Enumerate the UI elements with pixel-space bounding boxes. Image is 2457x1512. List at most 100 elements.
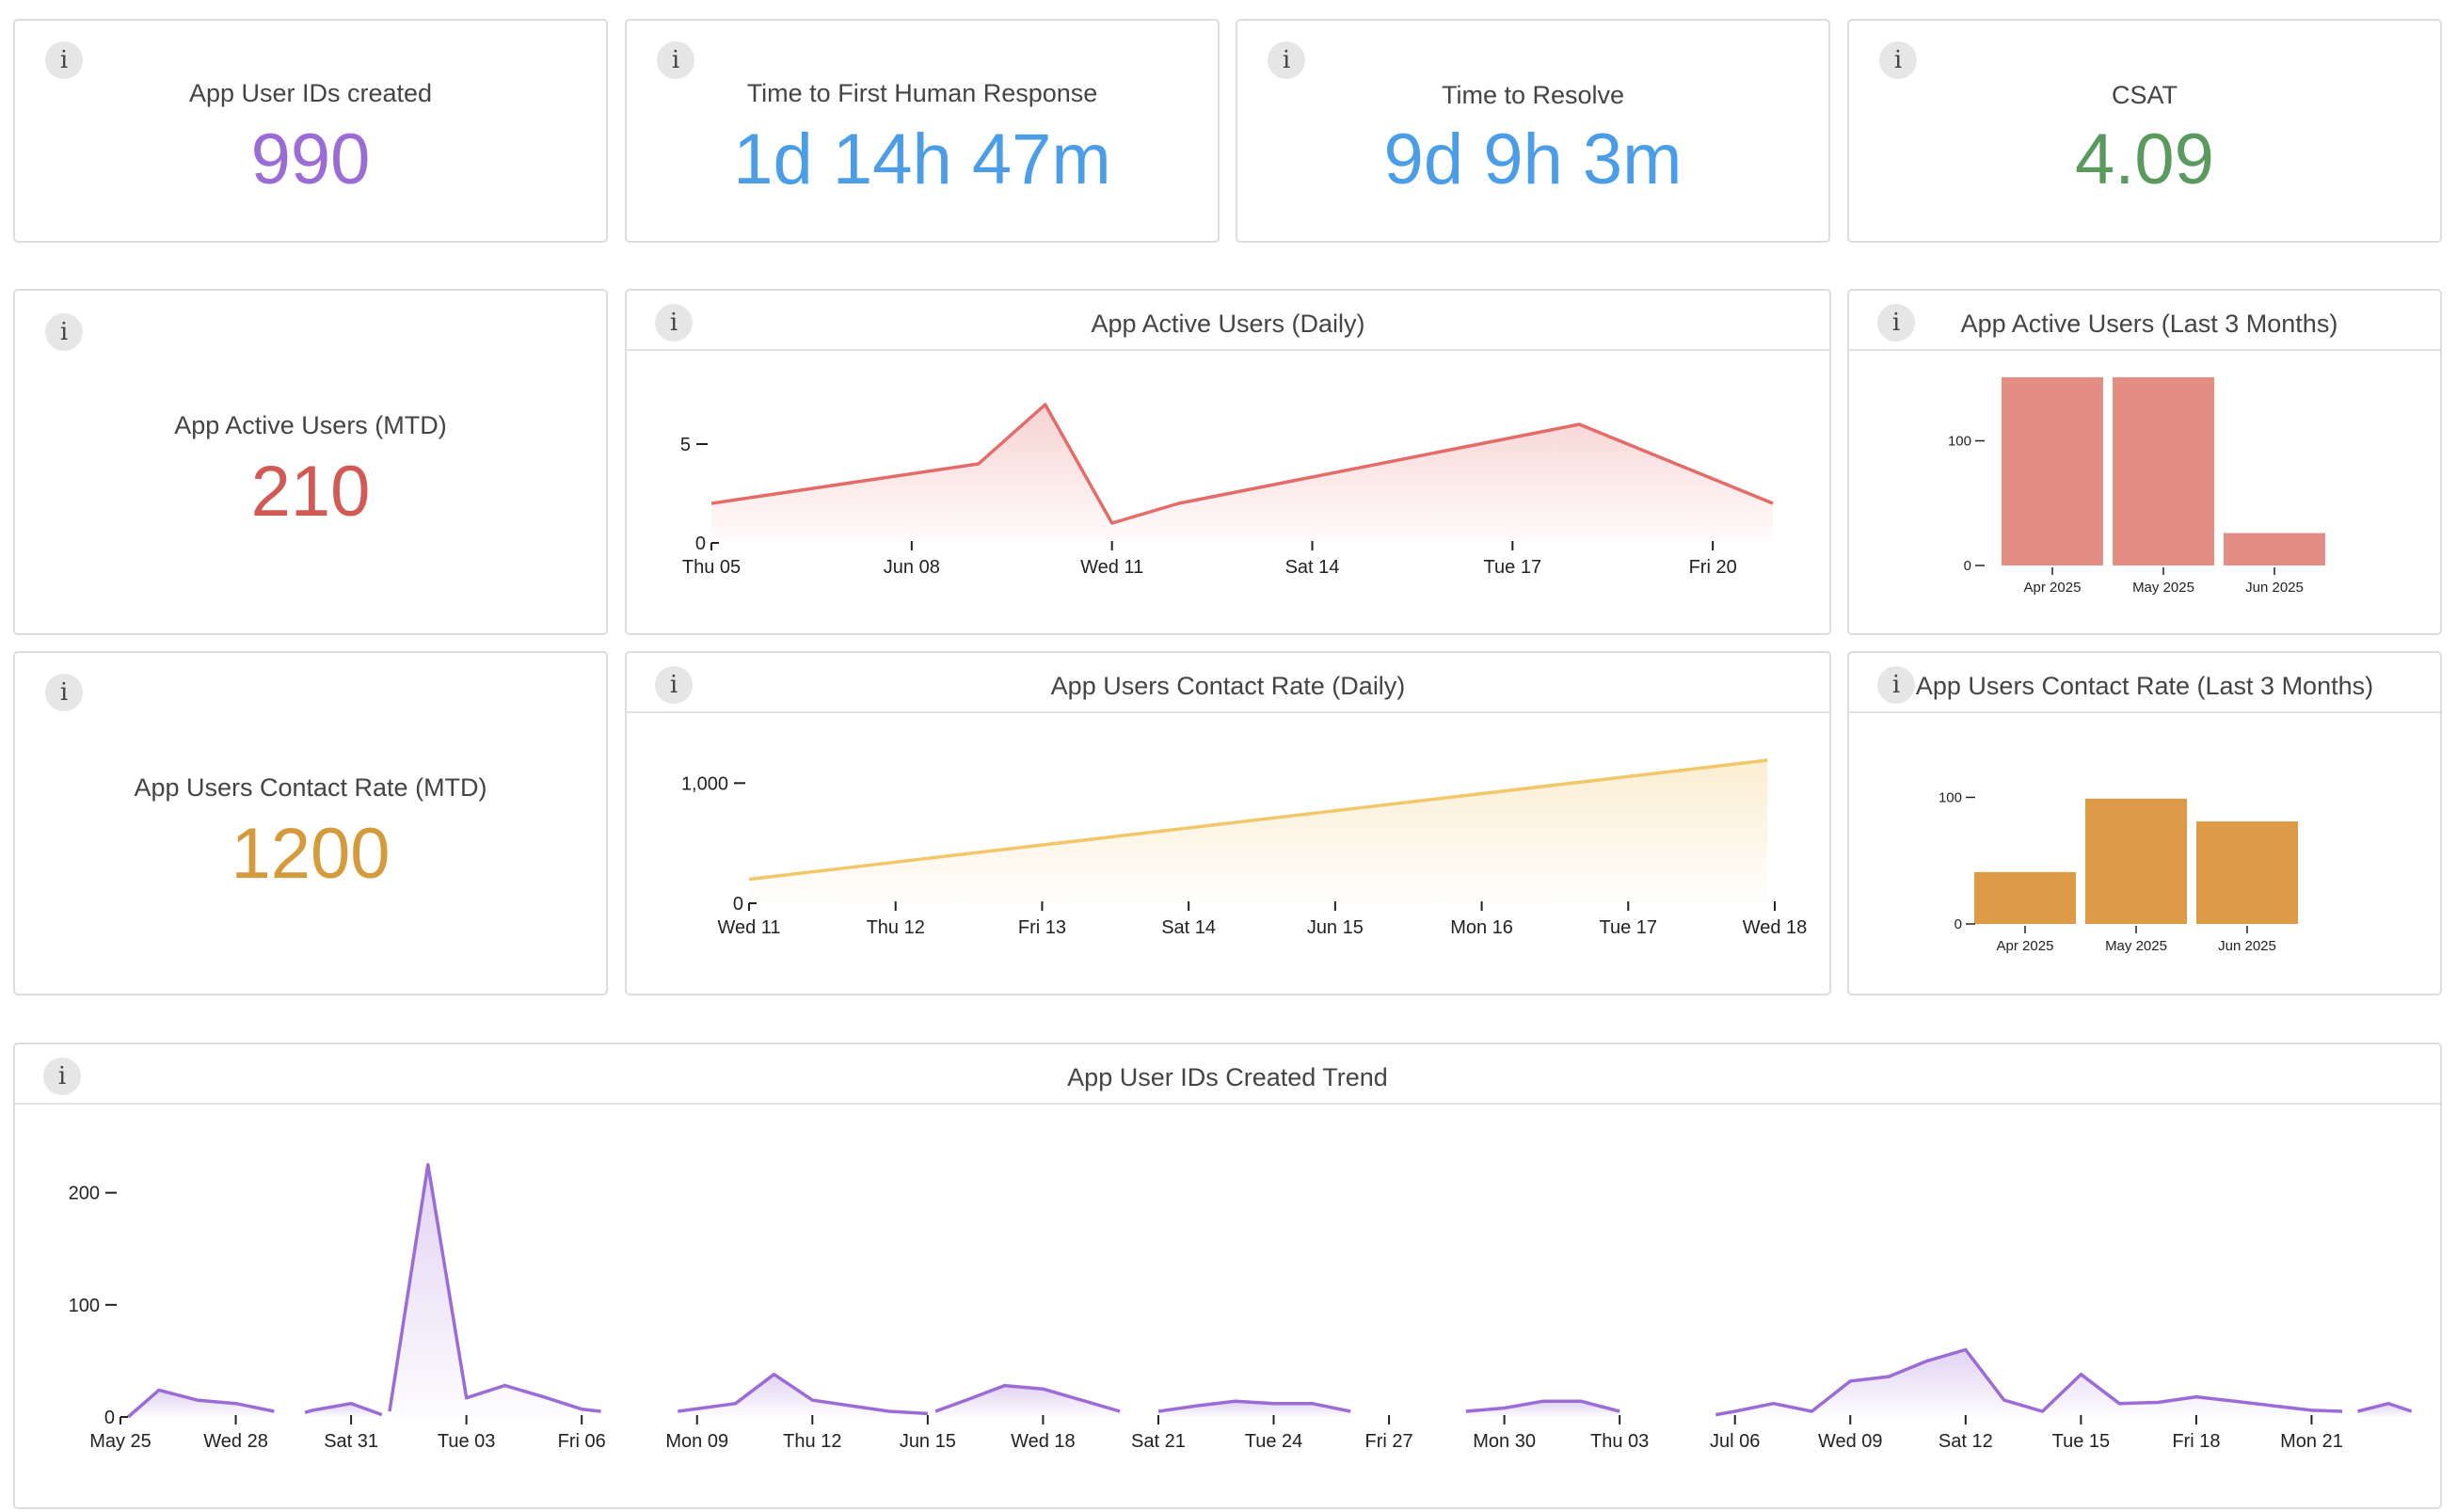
- x-tick-label: Mon 09: [665, 1431, 728, 1452]
- kpi-card-active-mtd: i App Active Users (MTD) 210: [13, 289, 608, 635]
- kpi-label: Time to First Human Response: [746, 79, 1098, 107]
- series-area: [711, 405, 1773, 543]
- chart-card-contact-3m: i App Users Contact Rate (Last 3 Months)…: [1847, 651, 2442, 995]
- bar[interactable]: [2085, 798, 2187, 924]
- series-line[interactable]: [1715, 1347, 2343, 1417]
- series-line[interactable]: [2357, 1401, 2413, 1413]
- y-tick-label: 0: [104, 1408, 115, 1428]
- chart-svg: 0 1,000 Wed 11 Thu 12 Fri 13 Sat 14 Jun 15 Mon …: [681, 758, 1808, 938]
- kpi-value: 9d 9h 3m: [1383, 119, 1683, 199]
- y-tick-label: 100: [69, 1296, 100, 1316]
- x-tick-label: Wed 09: [1818, 1431, 1883, 1452]
- x-tick-label: May 2025: [2105, 938, 2167, 954]
- x-tick-label: Fri 27: [1364, 1431, 1412, 1452]
- chart-svg: Apr 2025 May 2025 Jun 2025 0 100: [1948, 376, 2325, 596]
- series-line[interactable]: [934, 1383, 1121, 1413]
- x-tick-label: Mon 21: [2280, 1431, 2343, 1452]
- x-tick-label: Sat 21: [1131, 1431, 1186, 1452]
- x-tick-label: Apr 2025: [2024, 580, 2082, 596]
- info-icon[interactable]: i: [1268, 41, 1305, 79]
- series-line[interactable]: [710, 403, 1774, 525]
- series-line[interactable]: [127, 1388, 275, 1419]
- kpi-label: App Active Users (MTD): [174, 411, 447, 439]
- info-icon[interactable]: i: [655, 304, 693, 342]
- x-tick-label: May 2025: [2132, 580, 2194, 596]
- info-icon[interactable]: i: [45, 41, 83, 79]
- y-tick-label: 0: [733, 894, 743, 915]
- info-icon[interactable]: i: [1877, 666, 1915, 704]
- bar[interactable]: [2196, 821, 2298, 924]
- kpi-value: 210: [250, 452, 371, 532]
- info-icon[interactable]: i: [43, 1058, 81, 1095]
- kpi-label: Time to Resolve: [1441, 81, 1625, 109]
- x-tick-label: Thu 12: [783, 1431, 841, 1452]
- chart-title: App Users Contact Rate (Last 3 Months): [1915, 672, 2374, 700]
- series-line[interactable]: [748, 758, 1768, 882]
- y-tick-label: 0: [1954, 916, 1962, 932]
- x-tick-label: Jun 2025: [2245, 580, 2304, 596]
- axis-corner: [710, 542, 719, 550]
- series-line[interactable]: [1157, 1399, 1351, 1413]
- x-tick-label: Sat 14: [1161, 917, 1216, 938]
- x-tick-label: Thu 05: [682, 557, 741, 578]
- x-tick-label: Jun 2025: [2218, 938, 2276, 954]
- y-tick-label: 100: [1948, 434, 1971, 450]
- series-area: [1715, 1349, 2343, 1417]
- x-tick-label: Tue 17: [1600, 917, 1658, 938]
- header-divider: [627, 711, 1829, 713]
- x-tick-label: Fri 18: [2172, 1431, 2220, 1452]
- x-tick-label: Mon 16: [1450, 917, 1513, 938]
- y-tick-label: 200: [69, 1184, 100, 1204]
- x-tick-label: Tue 15: [2052, 1431, 2111, 1452]
- x-tick-label: Fri 20: [1689, 557, 1737, 578]
- series-line[interactable]: [1465, 1399, 1620, 1413]
- x-tick-label: Jun 15: [1307, 917, 1364, 938]
- chart-svg: 0 100 200 May 25 Wed 28 Sat 31 Tue 03 Fri 06 Mon…: [69, 1163, 2413, 1452]
- bar[interactable]: [2113, 376, 2214, 565]
- kpi-value: 1200: [231, 814, 391, 894]
- bar[interactable]: [1974, 871, 2076, 924]
- bar[interactable]: [2224, 533, 2325, 565]
- chart-card-ids-trend: i App User IDs Created Trend 0 100 200 May …: [13, 1042, 2442, 1509]
- chart-title: App Active Users (Last 3 Months): [1960, 310, 2338, 338]
- x-tick-label: Tue 17: [1484, 557, 1542, 578]
- info-icon[interactable]: i: [1877, 304, 1915, 342]
- x-tick-label: Fri 06: [558, 1431, 606, 1452]
- kpi-card-app-user-ids: i App User IDs created 990: [13, 19, 608, 243]
- kpi-label: App User IDs created: [188, 79, 433, 107]
- series-line[interactable]: [388, 1163, 601, 1413]
- x-tick-label: Mon 30: [1473, 1431, 1536, 1452]
- chart-card-active-daily: i App Active Users (Daily) 0 5 Thu 05 Jun 0…: [625, 289, 1831, 635]
- x-tick-label: Sat 14: [1285, 557, 1340, 578]
- x-tick-label: Wed 18: [1743, 917, 1808, 938]
- x-tick-label: Fri 13: [1018, 917, 1066, 938]
- kpi-value: 990: [250, 119, 371, 199]
- x-tick-label: Wed 28: [203, 1431, 268, 1452]
- series-line[interactable]: [304, 1401, 383, 1417]
- header-divider: [15, 1103, 2440, 1105]
- chart-svg: 0 5 Thu 05 Jun 08 Wed 11 Sat 14 Tue 17 Fri 20: [680, 403, 1774, 578]
- info-icon[interactable]: i: [1879, 41, 1917, 79]
- y-tick-label: 1,000: [681, 773, 728, 794]
- chart-svg: Apr 2025 May 2025 Jun 2025 0 100: [1938, 789, 2298, 954]
- x-tick-label: May 25: [89, 1431, 152, 1452]
- series-area: [305, 1403, 382, 1417]
- kpi-card-first-response: i Time to First Human Response 1d 14h 47…: [625, 19, 1220, 243]
- info-icon[interactable]: i: [657, 41, 694, 79]
- x-tick-label: Apr 2025: [1997, 938, 2054, 954]
- header-divider: [1849, 711, 2440, 713]
- series-area: [1465, 1401, 1620, 1417]
- chart-card-active-3m: i App Active Users (Last 3 Months) Apr 2…: [1847, 289, 2442, 635]
- series-area: [749, 760, 1768, 903]
- x-tick-label: Tue 03: [438, 1431, 496, 1452]
- info-icon[interactable]: i: [45, 674, 83, 711]
- axis-corner: [748, 902, 757, 911]
- series-line[interactable]: [678, 1372, 929, 1416]
- info-icon[interactable]: i: [655, 666, 693, 704]
- x-tick-label: Thu 12: [867, 917, 925, 938]
- kpi-value: 1d 14h 47m: [733, 119, 1111, 199]
- bar[interactable]: [2002, 376, 2103, 565]
- y-tick-label: 0: [695, 533, 706, 554]
- x-tick-label: Sat 31: [324, 1431, 378, 1452]
- info-icon[interactable]: i: [45, 313, 83, 351]
